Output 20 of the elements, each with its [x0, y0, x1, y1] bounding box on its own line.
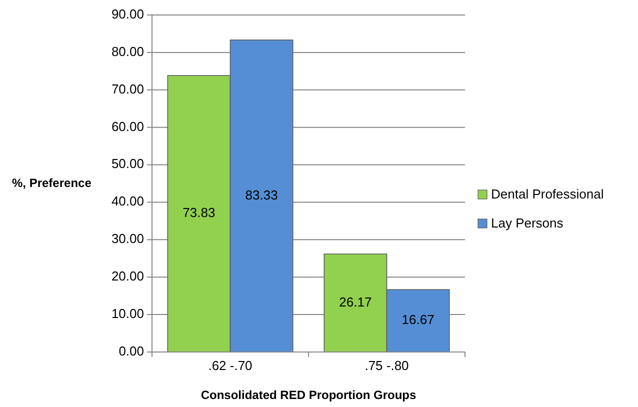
x-axis-title: Consolidated RED Proportion Groups: [200, 388, 416, 402]
y-tick-label: 40.00: [111, 194, 144, 209]
y-tick-label: 60.00: [111, 118, 144, 134]
y-tick-label: 90.00: [111, 6, 144, 22]
y-tick-label: 0.00: [118, 343, 144, 358]
legend-label: Dental Professional: [491, 186, 604, 202]
y-tick-label: 70.00: [111, 81, 144, 96]
data-label: 16.67: [402, 312, 434, 328]
y-axis-title: %, Preference: [12, 176, 92, 190]
data-label: 83.33: [245, 187, 278, 202]
data-label: 73.83: [182, 205, 216, 220]
y-tick-label: 30.00: [111, 231, 144, 246]
y-tick-label: 50.00: [111, 156, 144, 172]
x-tick-label: .62 -.70: [208, 358, 252, 373]
x-tick-label: .75 -.80: [364, 358, 409, 373]
y-tick-label: 20.00: [111, 268, 144, 284]
y-tick-label: 80.00: [111, 44, 144, 59]
data-label: 26.17: [339, 294, 372, 310]
y-tick-label: 10.00: [111, 306, 144, 321]
legend-label: Lay Persons: [491, 215, 564, 230]
